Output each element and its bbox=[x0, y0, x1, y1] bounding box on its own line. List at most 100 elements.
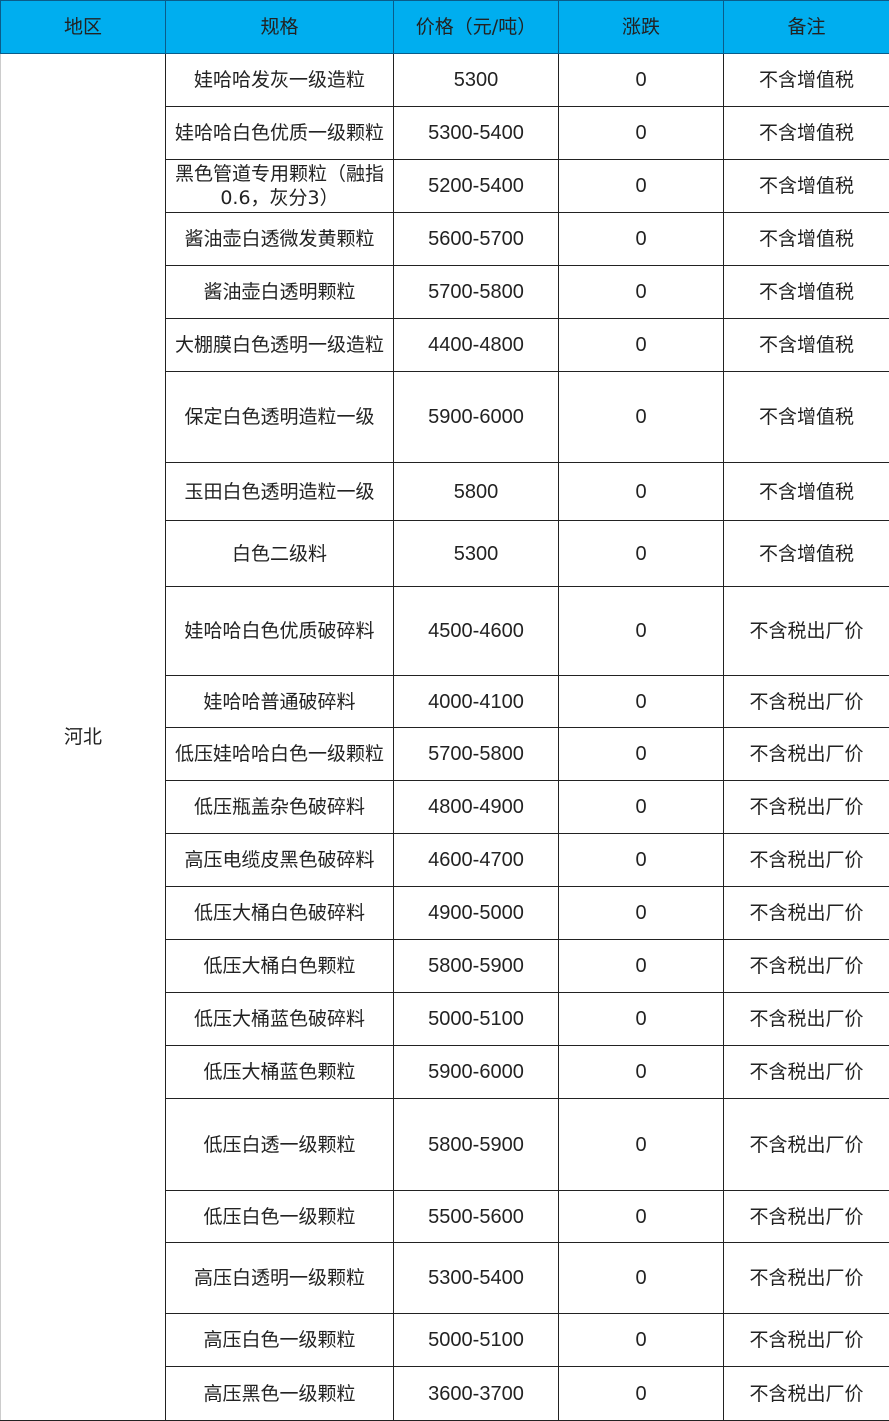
price-cell: 4400-4800 bbox=[394, 319, 559, 372]
spec-cell: 低压瓶盖杂色破碎料 bbox=[166, 781, 394, 834]
price-cell: 5600-5700 bbox=[394, 213, 559, 266]
note-cell: 不含税出厂价 bbox=[724, 1099, 889, 1191]
change-cell: 0 bbox=[559, 213, 724, 266]
header-note: 备注 bbox=[724, 1, 889, 54]
spec-cell: 低压大桶蓝色颗粒 bbox=[166, 1046, 394, 1099]
change-cell: 0 bbox=[559, 834, 724, 887]
change-cell: 0 bbox=[559, 1046, 724, 1099]
spec-cell: 娃哈哈普通破碎料 bbox=[166, 676, 394, 728]
note-cell: 不含税出厂价 bbox=[724, 781, 889, 834]
spec-cell: 低压大桶蓝色破碎料 bbox=[166, 993, 394, 1046]
price-cell: 5500-5600 bbox=[394, 1191, 559, 1243]
note-cell: 不含增值税 bbox=[724, 213, 889, 266]
change-cell: 0 bbox=[559, 54, 724, 107]
spec-cell: 低压白透一级颗粒 bbox=[166, 1099, 394, 1191]
header-change: 涨跌 bbox=[559, 1, 724, 54]
change-cell: 0 bbox=[559, 940, 724, 993]
note-cell: 不含税出厂价 bbox=[724, 1314, 889, 1367]
change-cell: 0 bbox=[559, 728, 724, 781]
note-cell: 不含增值税 bbox=[724, 463, 889, 521]
price-cell: 5700-5800 bbox=[394, 728, 559, 781]
change-cell: 0 bbox=[559, 521, 724, 587]
change-cell: 0 bbox=[559, 887, 724, 940]
price-cell: 5300-5400 bbox=[394, 107, 559, 160]
change-cell: 0 bbox=[559, 587, 724, 676]
note-cell: 不含税出厂价 bbox=[724, 834, 889, 887]
note-cell: 不含增值税 bbox=[724, 266, 889, 319]
note-cell: 不含税出厂价 bbox=[724, 1191, 889, 1243]
spec-cell: 黑色管道专用颗粒（融指0.6，灰分3） bbox=[166, 160, 394, 213]
note-cell: 不含增值税 bbox=[724, 521, 889, 587]
price-cell: 4600-4700 bbox=[394, 834, 559, 887]
note-cell: 不含税出厂价 bbox=[724, 993, 889, 1046]
header-price: 价格（元/吨） bbox=[394, 1, 559, 54]
change-cell: 0 bbox=[559, 993, 724, 1046]
spec-cell: 大棚膜白色透明一级造粒 bbox=[166, 319, 394, 372]
spec-cell: 低压娃哈哈白色一级颗粒 bbox=[166, 728, 394, 781]
price-cell: 4000-4100 bbox=[394, 676, 559, 728]
price-cell: 5300 bbox=[394, 54, 559, 107]
change-cell: 0 bbox=[559, 319, 724, 372]
region-cell: 河北 bbox=[1, 54, 166, 1421]
change-cell: 0 bbox=[559, 676, 724, 728]
note-cell: 不含增值税 bbox=[724, 372, 889, 463]
change-cell: 0 bbox=[559, 160, 724, 213]
spec-cell: 保定白色透明造粒一级 bbox=[166, 372, 394, 463]
spec-cell: 高压电缆皮黑色破碎料 bbox=[166, 834, 394, 887]
price-cell: 5900-6000 bbox=[394, 372, 559, 463]
change-cell: 0 bbox=[559, 1367, 724, 1421]
price-cell: 3600-3700 bbox=[394, 1367, 559, 1421]
note-cell: 不含税出厂价 bbox=[724, 940, 889, 993]
note-cell: 不含增值税 bbox=[724, 160, 889, 213]
change-cell: 0 bbox=[559, 372, 724, 463]
price-cell: 5000-5100 bbox=[394, 993, 559, 1046]
price-cell: 4500-4600 bbox=[394, 587, 559, 676]
change-cell: 0 bbox=[559, 463, 724, 521]
note-cell: 不含税出厂价 bbox=[724, 728, 889, 781]
note-cell: 不含税出厂价 bbox=[724, 676, 889, 728]
spec-cell: 高压黑色一级颗粒 bbox=[166, 1367, 394, 1421]
note-cell: 不含税出厂价 bbox=[724, 1367, 889, 1421]
header-region: 地区 bbox=[1, 1, 166, 54]
spec-cell: 酱油壶白透明颗粒 bbox=[166, 266, 394, 319]
spec-cell: 高压白透明一级颗粒 bbox=[166, 1243, 394, 1314]
spec-cell: 低压大桶白色颗粒 bbox=[166, 940, 394, 993]
note-cell: 不含增值税 bbox=[724, 54, 889, 107]
change-cell: 0 bbox=[559, 1314, 724, 1367]
price-cell: 5700-5800 bbox=[394, 266, 559, 319]
change-cell: 0 bbox=[559, 1243, 724, 1314]
note-cell: 不含增值税 bbox=[724, 319, 889, 372]
note-cell: 不含税出厂价 bbox=[724, 587, 889, 676]
spec-cell: 高压白色一级颗粒 bbox=[166, 1314, 394, 1367]
spec-cell: 酱油壶白透微发黄颗粒 bbox=[166, 213, 394, 266]
price-cell: 5800-5900 bbox=[394, 940, 559, 993]
price-cell: 5000-5100 bbox=[394, 1314, 559, 1367]
change-cell: 0 bbox=[559, 781, 724, 834]
change-cell: 0 bbox=[559, 1099, 724, 1191]
price-cell: 5900-6000 bbox=[394, 1046, 559, 1099]
price-cell: 4800-4900 bbox=[394, 781, 559, 834]
note-cell: 不含税出厂价 bbox=[724, 887, 889, 940]
change-cell: 0 bbox=[559, 266, 724, 319]
price-cell: 5800 bbox=[394, 463, 559, 521]
price-cell: 5200-5400 bbox=[394, 160, 559, 213]
price-cell: 4900-5000 bbox=[394, 887, 559, 940]
note-cell: 不含税出厂价 bbox=[724, 1046, 889, 1099]
spec-cell: 低压大桶白色破碎料 bbox=[166, 887, 394, 940]
price-cell: 5300 bbox=[394, 521, 559, 587]
spec-cell: 娃哈哈白色优质一级颗粒 bbox=[166, 107, 394, 160]
change-cell: 0 bbox=[559, 1191, 724, 1243]
note-cell: 不含税出厂价 bbox=[724, 1243, 889, 1314]
spec-cell: 娃哈哈发灰一级造粒 bbox=[166, 54, 394, 107]
spec-cell: 低压白色一级颗粒 bbox=[166, 1191, 394, 1243]
note-cell: 不含增值税 bbox=[724, 107, 889, 160]
spec-cell: 白色二级料 bbox=[166, 521, 394, 587]
header-spec: 规格 bbox=[166, 1, 394, 54]
price-cell: 5300-5400 bbox=[394, 1243, 559, 1314]
price-cell: 5800-5900 bbox=[394, 1099, 559, 1191]
spec-cell: 娃哈哈白色优质破碎料 bbox=[166, 587, 394, 676]
spec-cell: 玉田白色透明造粒一级 bbox=[166, 463, 394, 521]
change-cell: 0 bbox=[559, 107, 724, 160]
